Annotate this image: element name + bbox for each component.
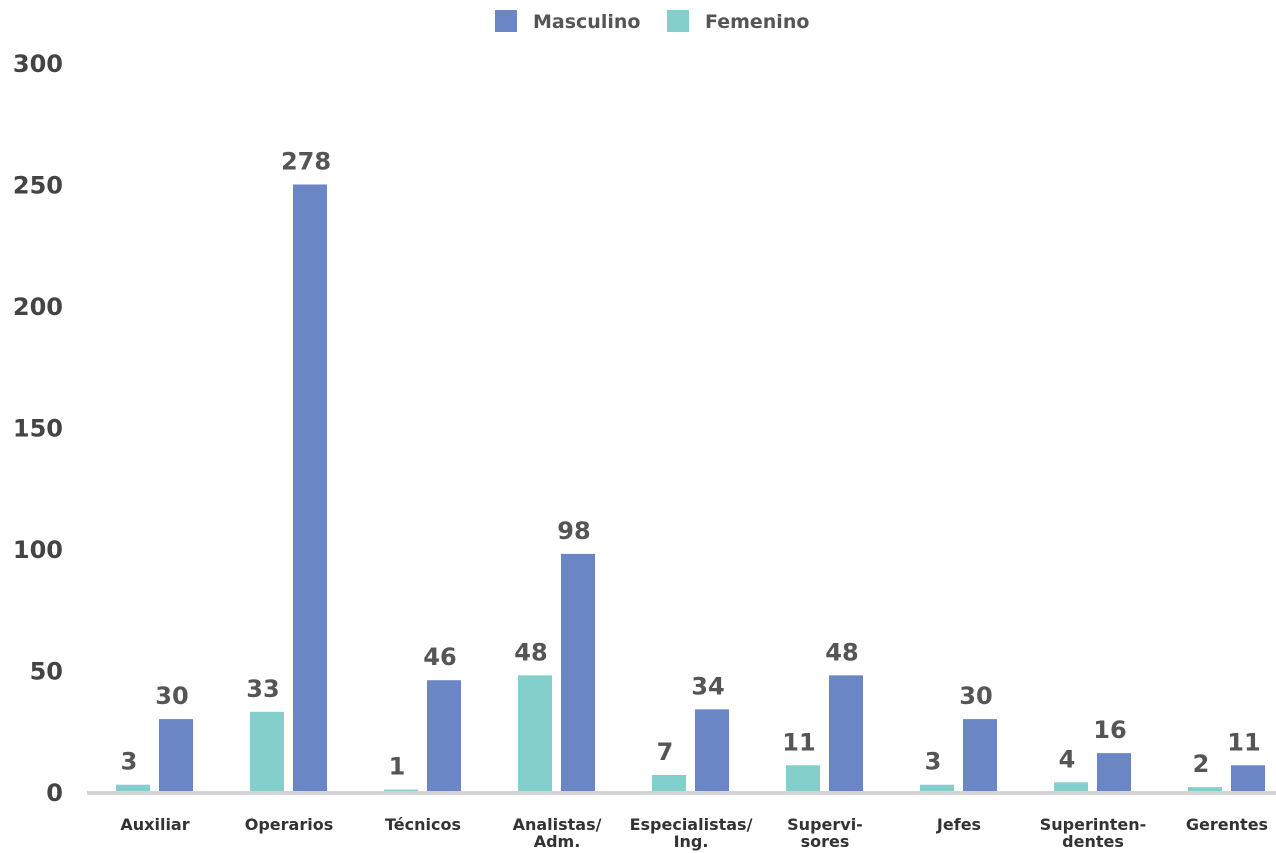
- bar-masculino-7: [1097, 753, 1131, 792]
- data-label-femenino-2: 1: [389, 753, 406, 781]
- bar-masculino-0: [159, 719, 193, 792]
- legend-swatch-0: [495, 10, 517, 32]
- x-tick-label-1: Operarios: [245, 815, 333, 834]
- data-label-femenino-8: 2: [1193, 750, 1210, 778]
- legend-swatch-1: [667, 10, 689, 32]
- data-label-femenino-6: 3: [925, 748, 942, 776]
- bar-femenino-2: [384, 789, 418, 792]
- x-tick-label-5: Supervi-sores: [787, 815, 863, 851]
- bars: 3 30 33 278 1 46 48 98 7 34 11 48 3 30 4 16 2 11: [116, 148, 1265, 792]
- data-label-masculino-0: 30: [155, 682, 188, 710]
- legend-label-1: Femenino: [705, 11, 809, 33]
- y-tick-label-2: 100: [13, 536, 63, 564]
- bar-masculino-2: [427, 680, 461, 792]
- y-tick-label-6: 300: [13, 50, 63, 78]
- data-label-femenino-1: 33: [246, 675, 279, 703]
- bar-femenino-1: [250, 711, 284, 792]
- bar-masculino-6: [963, 719, 997, 792]
- y-tick-label-4: 200: [13, 293, 63, 321]
- data-label-masculino-2: 46: [423, 643, 456, 671]
- x-tick-label-0: Auxiliar: [120, 815, 189, 834]
- data-label-femenino-3: 48: [514, 638, 547, 666]
- data-label-masculino-8: 11: [1227, 728, 1260, 756]
- data-label-masculino-4: 34: [691, 672, 724, 700]
- bar-femenino-8: [1188, 787, 1222, 792]
- y-tick-label-5: 250: [13, 172, 63, 200]
- legend: Masculino Femenino: [495, 10, 809, 33]
- x-tick-label-7: Superinten-dentes: [1040, 815, 1147, 851]
- data-label-femenino-4: 7: [657, 738, 674, 766]
- data-label-femenino-7: 4: [1059, 745, 1076, 773]
- x-tick-label-4: Especialistas/Ing.: [630, 815, 753, 851]
- data-label-masculino-6: 30: [959, 682, 992, 710]
- data-label-masculino-1: 278: [281, 148, 331, 176]
- bar-masculino-8: [1231, 765, 1265, 792]
- y-axis: 0 50 100 150 200 250 300: [13, 50, 63, 807]
- y-tick-label-0: 0: [46, 779, 63, 807]
- bar-masculino-1: [293, 184, 327, 792]
- bar-masculino-4: [695, 709, 729, 792]
- data-label-masculino-3: 98: [557, 517, 590, 545]
- bar-femenino-5: [786, 765, 820, 792]
- bar-masculino-3: [561, 553, 595, 792]
- bar-femenino-4: [652, 774, 686, 792]
- x-tick-label-6: Jefes: [936, 815, 981, 834]
- bar-masculino-5: [829, 675, 863, 792]
- y-tick-label-3: 150: [13, 415, 63, 443]
- bar-femenino-0: [116, 784, 150, 792]
- x-axis: Auxiliar Operarios Técnicos Analistas/Adm. E…: [87, 791, 1276, 851]
- x-tick-label-8: Gerentes: [1186, 815, 1268, 834]
- data-label-femenino-5: 11: [782, 728, 815, 756]
- legend-label-0: Masculino: [533, 11, 640, 33]
- bar-femenino-6: [920, 784, 954, 792]
- data-label-masculino-7: 16: [1093, 716, 1126, 744]
- data-label-masculino-5: 48: [825, 638, 858, 666]
- data-label-femenino-0: 3: [121, 748, 138, 776]
- y-tick-label-1: 50: [30, 658, 63, 686]
- bar-femenino-7: [1054, 782, 1088, 792]
- x-tick-label-2: Técnicos: [385, 815, 461, 834]
- x-tick-label-3: Analistas/Adm.: [513, 815, 602, 851]
- bar-femenino-3: [518, 675, 552, 792]
